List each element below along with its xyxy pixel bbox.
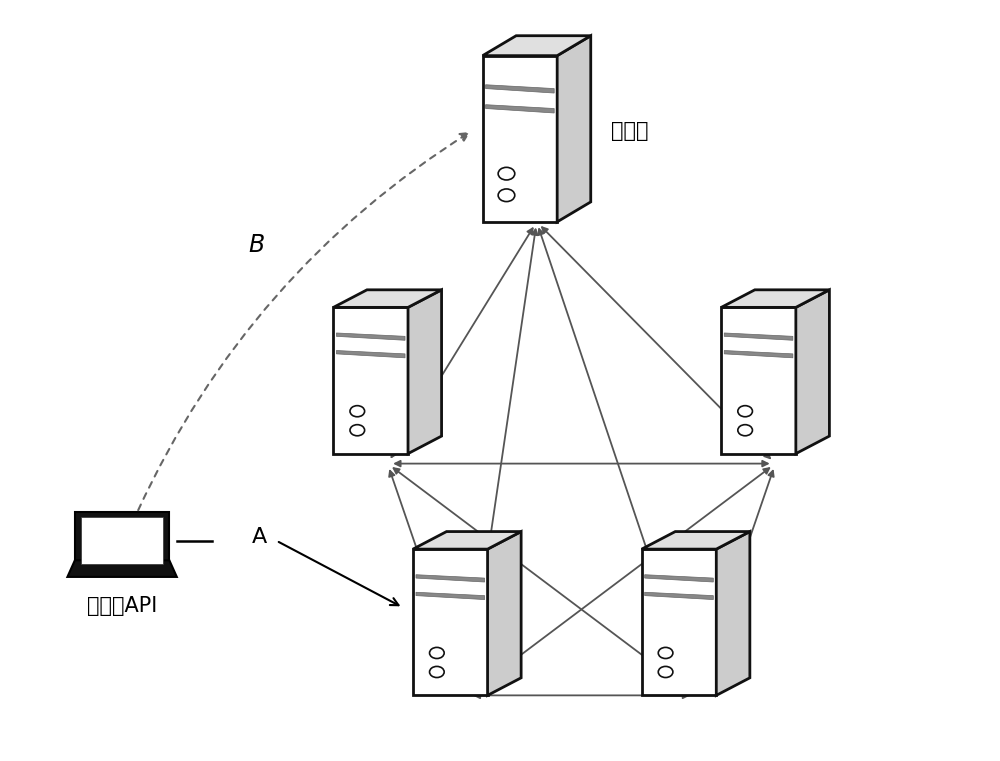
FancyArrowPatch shape (138, 133, 468, 510)
Polygon shape (721, 307, 796, 454)
Polygon shape (796, 290, 829, 454)
Circle shape (498, 189, 515, 202)
Circle shape (738, 425, 752, 436)
Text: 客户端API: 客户端API (87, 596, 157, 616)
Polygon shape (416, 592, 485, 600)
Polygon shape (642, 549, 716, 696)
Polygon shape (557, 36, 591, 222)
Circle shape (430, 667, 444, 677)
Polygon shape (716, 532, 750, 696)
Polygon shape (75, 512, 169, 568)
Polygon shape (483, 36, 591, 56)
Polygon shape (413, 532, 521, 549)
Polygon shape (724, 351, 793, 358)
Circle shape (498, 167, 515, 180)
Polygon shape (486, 84, 554, 93)
Circle shape (658, 667, 673, 677)
Circle shape (430, 648, 444, 658)
Polygon shape (81, 517, 163, 564)
Polygon shape (408, 290, 442, 454)
Polygon shape (333, 307, 408, 454)
Polygon shape (645, 575, 713, 582)
Polygon shape (488, 532, 521, 696)
Circle shape (738, 406, 752, 417)
Polygon shape (721, 290, 829, 307)
Text: A: A (251, 527, 267, 547)
Polygon shape (413, 549, 488, 696)
Circle shape (350, 406, 365, 417)
Polygon shape (333, 290, 442, 307)
Circle shape (658, 648, 673, 658)
Polygon shape (67, 560, 177, 577)
Polygon shape (724, 333, 793, 340)
Polygon shape (486, 105, 554, 113)
Polygon shape (336, 351, 405, 358)
Polygon shape (642, 532, 750, 549)
Polygon shape (645, 592, 713, 600)
Polygon shape (483, 56, 557, 222)
Polygon shape (416, 575, 485, 582)
Polygon shape (336, 333, 405, 340)
Circle shape (350, 425, 365, 436)
Text: 服务器: 服务器 (611, 121, 648, 142)
Text: B: B (248, 233, 264, 256)
